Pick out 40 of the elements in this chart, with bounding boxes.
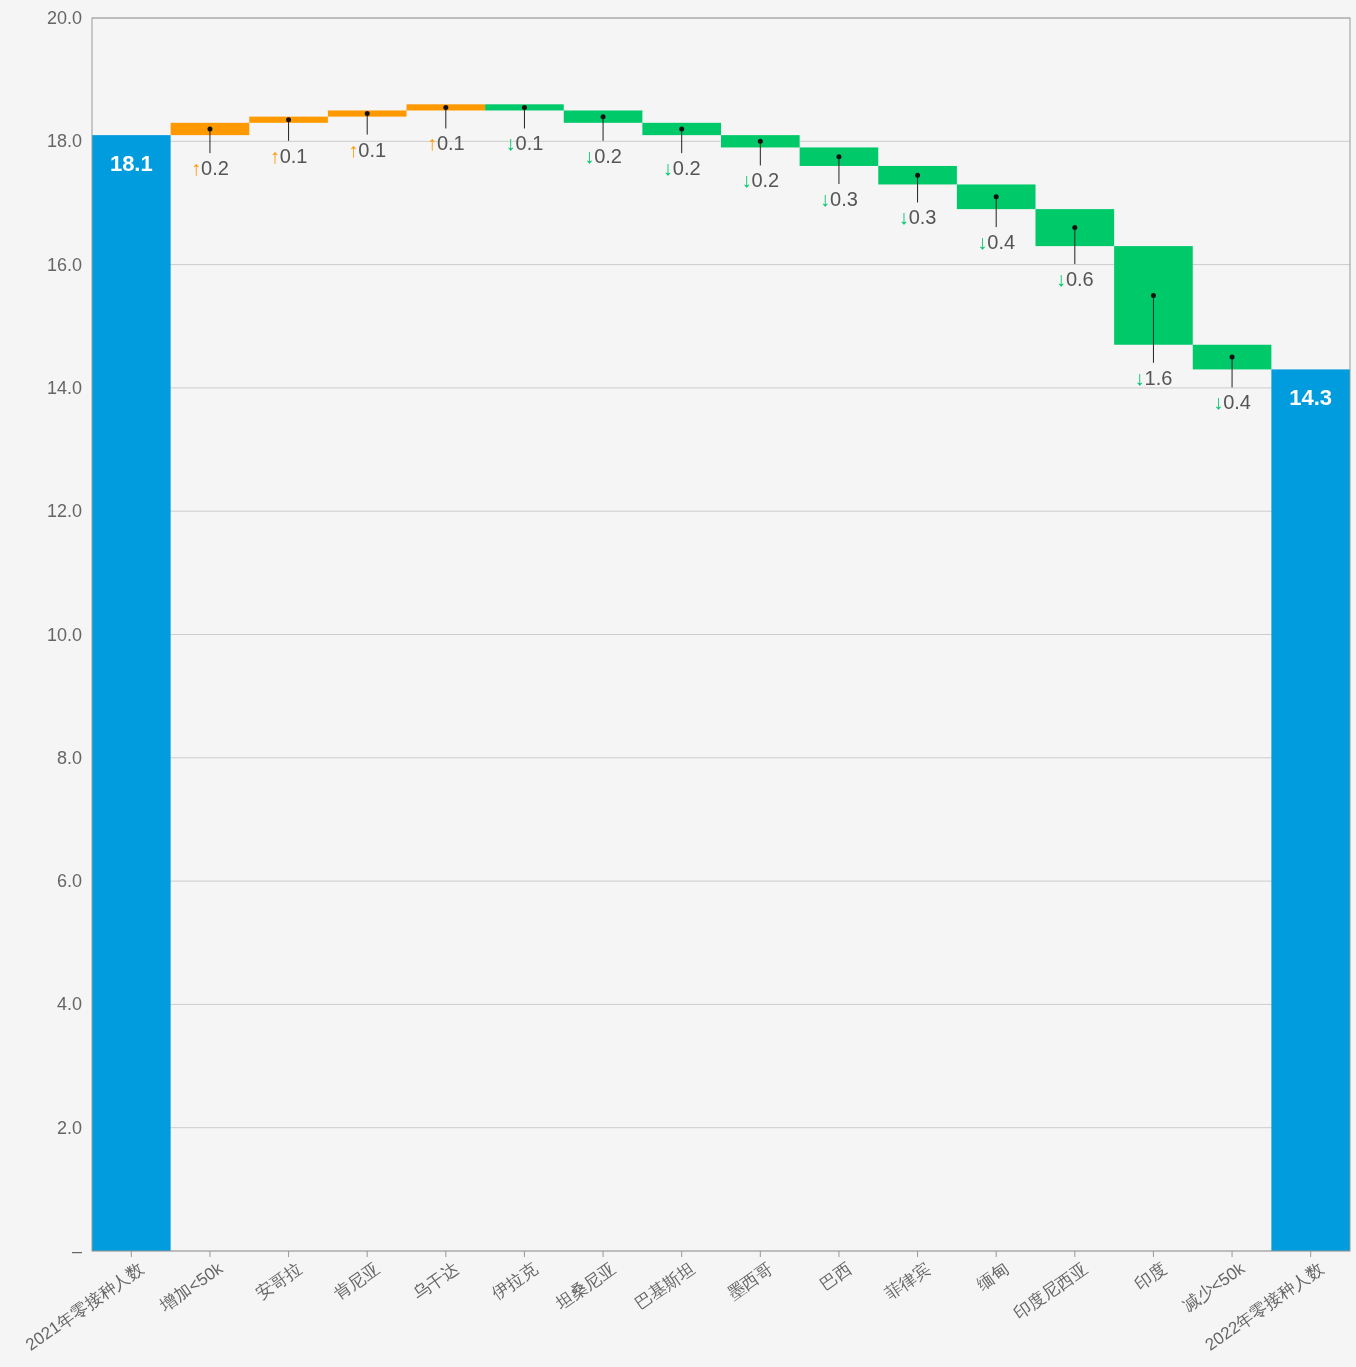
y-tick-label: 20.0 (46, 8, 82, 28)
data-label: ↑0.2 (191, 157, 229, 180)
data-label: ↓1.6 (1134, 366, 1173, 389)
y-tick-label: 14.0 (46, 377, 82, 398)
x-tick-label: 肯尼亚 (330, 1258, 384, 1304)
data-label: ↓0.2 (662, 157, 701, 180)
x-tick-label: 巴西 (816, 1258, 856, 1294)
x-tick-label: 菲律宾 (881, 1258, 934, 1304)
x-tick-label: 墨西哥 (723, 1258, 777, 1304)
data-label: 14.3 (1289, 385, 1333, 411)
y-tick-label: 12.0 (46, 501, 82, 522)
x-tick-label: 安哥拉 (252, 1258, 305, 1304)
y-tick-label: 4.0 (56, 994, 82, 1015)
y-tick-label: 8.0 (56, 747, 82, 768)
y-tick-label: 16.0 (46, 254, 82, 275)
data-label: ↑0.1 (348, 138, 387, 161)
y-tick-label: 18.0 (46, 131, 82, 152)
data-label: ↓0.4 (977, 231, 1016, 254)
x-tick-label: 印度尼西亚 (1010, 1258, 1092, 1324)
data-label: ↓0.4 (1213, 391, 1251, 414)
data-label: ↓0.2 (741, 169, 780, 192)
y-tick-label: – (71, 1241, 82, 1261)
data-label: ↓0.1 (505, 132, 544, 155)
data-label: 18.1 (109, 151, 153, 177)
data-label: ↓0.6 (1055, 268, 1094, 291)
data-label: ↑0.1 (426, 132, 465, 155)
y-tick-label: 2.0 (56, 1117, 82, 1138)
data-label: ↓0.2 (584, 144, 622, 167)
y-tick-label: 10.0 (46, 624, 82, 645)
x-tick-label: 印度 (1130, 1258, 1170, 1294)
y-tick-label: 6.0 (56, 871, 82, 892)
data-label: ↓0.3 (820, 187, 858, 210)
x-tick-label: 坦桑尼亚 (551, 1258, 620, 1314)
x-tick-label: 乌干达 (409, 1258, 463, 1304)
x-tick-label: 巴基斯坦 (631, 1258, 698, 1314)
data-label: ↓0.3 (898, 206, 937, 229)
x-tick-label: 增加<50k (156, 1258, 227, 1316)
x-tick-label: 伊拉克 (488, 1258, 541, 1304)
data-label: ↑0.1 (269, 144, 308, 167)
x-tick-label: 缅甸 (973, 1258, 1013, 1294)
